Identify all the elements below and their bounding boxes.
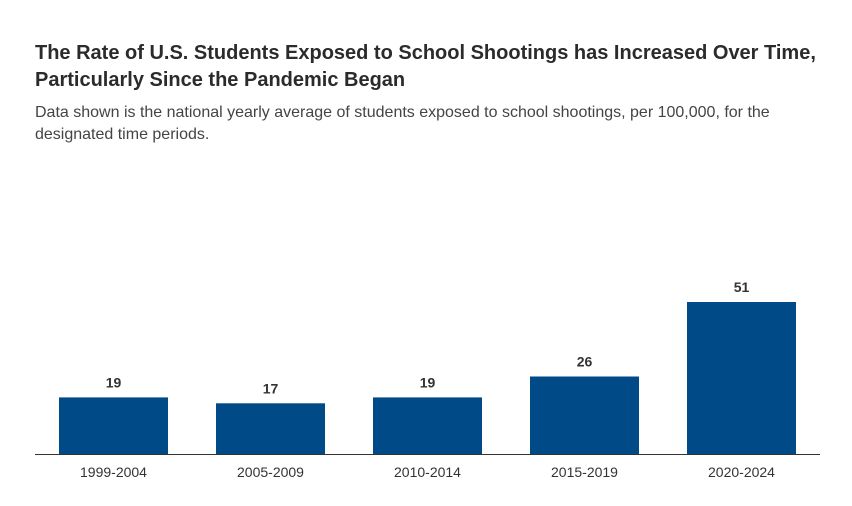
- bar-2015-2019: [530, 376, 639, 454]
- x-tick-label-2015-2019: 2015-2019: [551, 464, 618, 480]
- x-tick-label-2020-2024: 2020-2024: [708, 464, 775, 480]
- value-labels-layer: 19 17 19 26 51: [106, 279, 750, 396]
- x-tick-label-1999-2004: 1999-2004: [80, 464, 147, 480]
- bar-2010-2014: [373, 397, 482, 454]
- bar-2005-2009: [216, 403, 325, 454]
- data-label-2005-2009: 17: [263, 380, 279, 396]
- bar-1999-2004: [59, 397, 168, 454]
- data-label-2015-2019: 26: [577, 354, 593, 370]
- data-label-1999-2004: 19: [106, 374, 122, 390]
- chart-subtitle: Data shown is the national yearly averag…: [35, 104, 770, 143]
- data-label-2020-2024: 51: [734, 279, 750, 295]
- x-tick-label-2005-2009: 2005-2009: [237, 464, 304, 480]
- bars-layer: [59, 302, 796, 454]
- data-label-2010-2014: 19: [420, 374, 436, 390]
- x-tick-labels-layer: 1999-2004 2005-2009 2010-2014 2015-2019 2020…: [80, 464, 775, 480]
- x-tick-label-2010-2014: 2010-2014: [394, 464, 461, 480]
- bar-2020-2024: [687, 302, 796, 454]
- chart-title: The Rate of U.S. Students Exposed to Sch…: [35, 42, 816, 91]
